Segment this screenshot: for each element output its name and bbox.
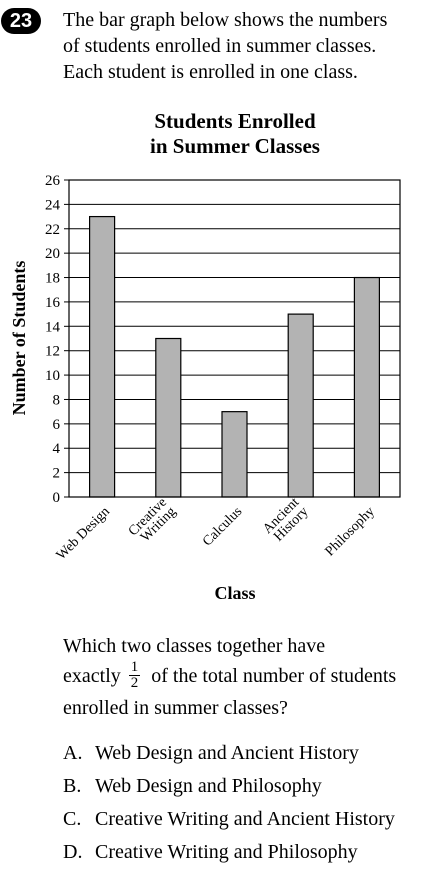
bar xyxy=(88,215,116,498)
choice-text: Creative Writing and Ancient History xyxy=(95,808,395,830)
question-intro: The bar graph below shows the numbers of… xyxy=(63,7,435,85)
fraction-numerator: 1 xyxy=(128,658,141,676)
y-tick-label: 8 xyxy=(53,392,61,408)
fraction-denominator: 2 xyxy=(130,674,139,691)
question-number-badge: 23 xyxy=(1,8,41,34)
prompt-line: exactly 1 2 of the total number of stude… xyxy=(63,658,435,693)
choice-text: Web Design and Philosophy xyxy=(95,775,322,797)
bar xyxy=(353,276,380,498)
prompt-text: exactly xyxy=(63,665,121,687)
x-category-label: CreativeWriting xyxy=(126,495,179,548)
y-tick-label: 0 xyxy=(53,490,61,506)
choice-b[interactable]: B. Web Design and Philosophy xyxy=(63,770,441,803)
bar xyxy=(155,337,182,498)
question-prompt: Which two classes together have exactly … xyxy=(63,631,435,723)
choice-c[interactable]: C. Creative Writing and Ancient History xyxy=(63,803,441,836)
intro-line: Each student is enrolled in one class. xyxy=(63,61,358,83)
y-tick-label: 2 xyxy=(53,466,61,482)
bar xyxy=(221,411,248,498)
prompt-text: of the total number of students xyxy=(151,665,397,687)
x-category-label: Calculus xyxy=(200,504,245,549)
chart-title-line: Students Enrolled xyxy=(154,109,316,133)
y-tick-label: 4 xyxy=(53,441,61,457)
y-tick-label: 10 xyxy=(45,368,60,384)
y-tick-label: 24 xyxy=(45,197,61,213)
y-tick-label: 6 xyxy=(53,417,61,433)
intro-line: of students enrolled in summer classes. xyxy=(63,35,377,57)
x-axis-title: Class xyxy=(214,583,255,603)
choice-letter: C. xyxy=(63,808,82,830)
answer-choices: A. Web Design and Ancient History B. Web D… xyxy=(63,737,441,869)
x-category-label: AncientHistory xyxy=(260,495,311,546)
x-category-label: Philosophy xyxy=(323,504,378,559)
prompt-line: enrolled in summer classes? xyxy=(63,696,288,719)
fraction-one-half: 1 2 xyxy=(128,658,141,691)
y-tick-label: 18 xyxy=(45,271,60,287)
y-tick-label: 16 xyxy=(45,295,61,311)
y-tick-label: 14 xyxy=(45,319,61,335)
chart-title-line: in Summer Classes xyxy=(150,134,320,158)
choice-text: Creative Writing and Philosophy xyxy=(95,841,358,863)
choice-text: Web Design and Ancient History xyxy=(95,742,359,764)
choice-letter: A. xyxy=(63,742,83,764)
bar xyxy=(287,313,314,498)
prompt-line: Which two classes together have xyxy=(63,635,326,657)
intro-line: The bar graph below shows the numbers xyxy=(63,9,388,31)
choice-letter: B. xyxy=(63,775,82,797)
y-tick-label: 12 xyxy=(45,344,60,360)
choice-a[interactable]: A. Web Design and Ancient History xyxy=(63,737,441,770)
y-axis-title: Number of Students xyxy=(9,261,29,416)
y-tick-label: 20 xyxy=(45,246,60,262)
x-category-label: Web Design xyxy=(54,504,113,563)
y-tick-label: 26 xyxy=(45,173,61,189)
choice-d[interactable]: D. Creative Writing and Philosophy xyxy=(63,836,441,869)
plot-frame xyxy=(68,179,401,498)
y-tick-label: 22 xyxy=(45,222,60,238)
choice-letter: D. xyxy=(63,841,83,863)
